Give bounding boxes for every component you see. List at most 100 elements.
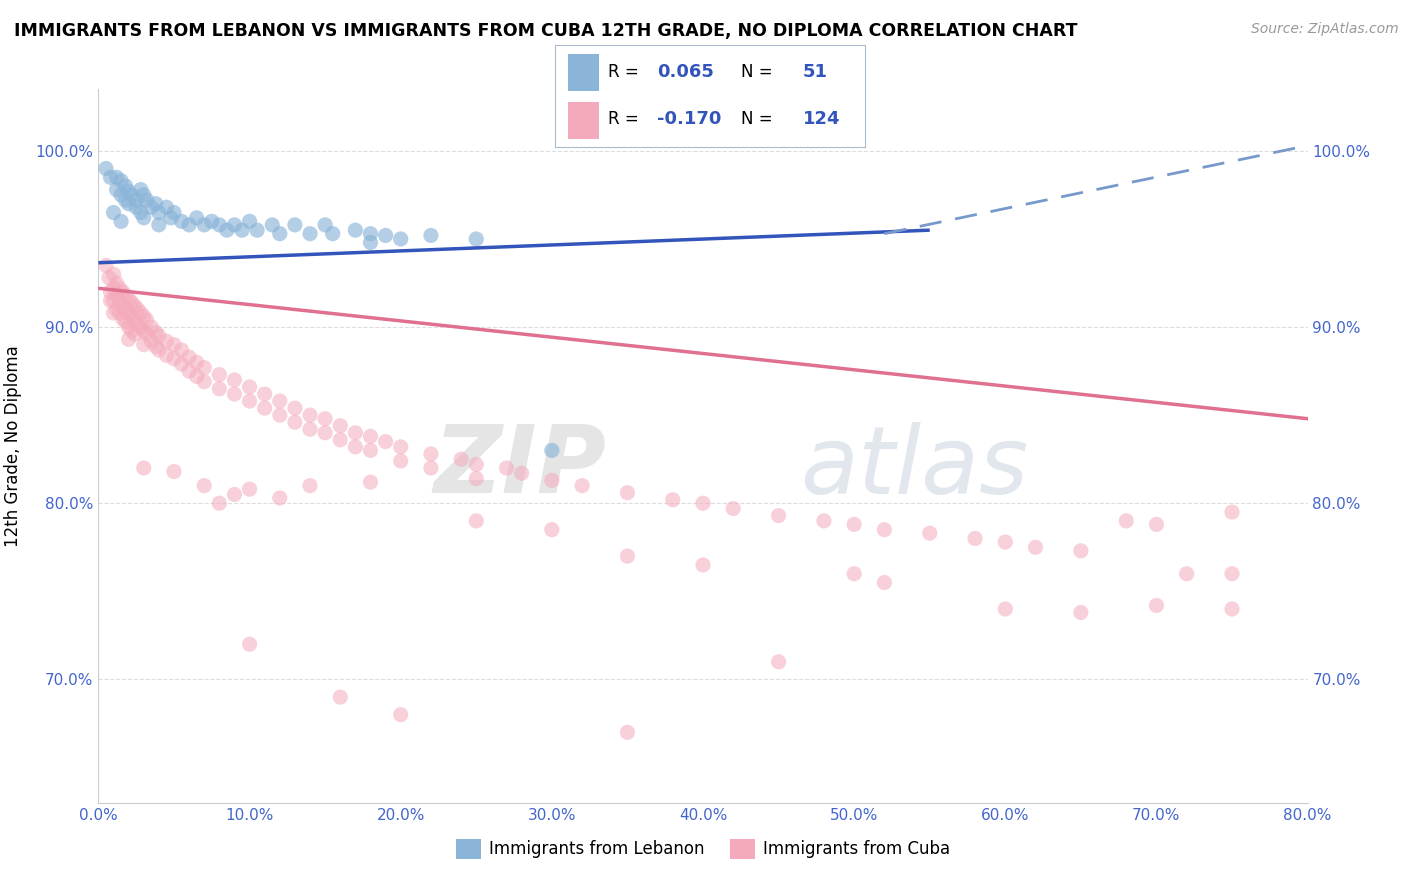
Point [450,452,472,467]
Point [186,211,208,225]
Point [495,461,517,475]
Point [389,440,412,454]
Point [155,348,177,362]
Point [465,232,488,246]
Point [314,425,336,440]
Point [141,334,163,348]
Point [540,443,562,458]
Text: 124: 124 [803,111,841,128]
Point [1115,514,1137,528]
Point [215,223,238,237]
Point [344,223,367,237]
Point [94,161,117,176]
Point [114,288,136,302]
Point [389,454,412,468]
Point [145,196,167,211]
Point [299,408,322,422]
Point [193,360,215,375]
Point [193,218,215,232]
Point [299,478,322,492]
Point [103,205,125,219]
Point [465,514,488,528]
Point [299,422,322,436]
Point [616,485,638,500]
Point [253,387,276,401]
Point [208,382,231,396]
Point [108,281,131,295]
Point [186,369,208,384]
Point [1070,606,1092,620]
Point [322,227,344,241]
Point [129,320,152,334]
Point [208,496,231,510]
Point [844,566,866,581]
Point [103,306,125,320]
Point [965,532,987,546]
Point [170,357,193,371]
Point [1144,599,1167,613]
Point [329,418,352,433]
Point [692,558,714,572]
Point [124,327,146,342]
Point [121,310,143,324]
Point [132,461,155,475]
Point [108,293,131,308]
Point [239,380,262,394]
Point [105,170,128,185]
Point [269,491,291,505]
Point [148,329,170,343]
Point [163,205,186,219]
Point [129,306,152,320]
Point [360,429,382,443]
Point [360,475,382,489]
Point [179,218,201,232]
Point [616,725,638,739]
Point [360,443,382,458]
Point [105,276,128,290]
Point [540,474,562,488]
Point [132,337,155,351]
Point [141,200,163,214]
Point [918,526,941,541]
Point [127,317,149,331]
Point [103,281,125,295]
Point [125,200,148,214]
Point [1220,566,1243,581]
Point [132,211,155,225]
Point [108,306,131,320]
Point [1070,544,1092,558]
Text: atlas: atlas [800,422,1028,513]
Text: ZIP: ZIP [433,421,606,514]
Point [100,170,122,185]
Point [114,193,136,207]
Point [170,343,193,357]
Point [103,267,125,281]
Point [262,218,284,232]
Point [873,575,896,590]
Point [510,467,533,481]
Point [127,302,149,317]
Point [145,326,167,340]
Point [231,223,253,237]
Point [540,523,562,537]
Point [193,478,215,492]
Point [163,351,186,366]
Point [374,434,396,449]
Point [110,174,132,188]
Point [125,193,148,207]
Point [155,334,177,348]
Point [118,306,141,320]
Point [103,293,125,308]
Point [105,302,128,317]
Legend: Immigrants from Lebanon, Immigrants from Cuba: Immigrants from Lebanon, Immigrants from… [449,832,957,866]
Point [105,183,128,197]
Point [141,320,163,334]
Point [299,227,322,241]
Point [813,514,835,528]
Point [329,433,352,447]
Point [132,324,155,338]
Point [121,295,143,310]
Point [110,214,132,228]
Point [420,447,443,461]
Point [253,401,276,416]
